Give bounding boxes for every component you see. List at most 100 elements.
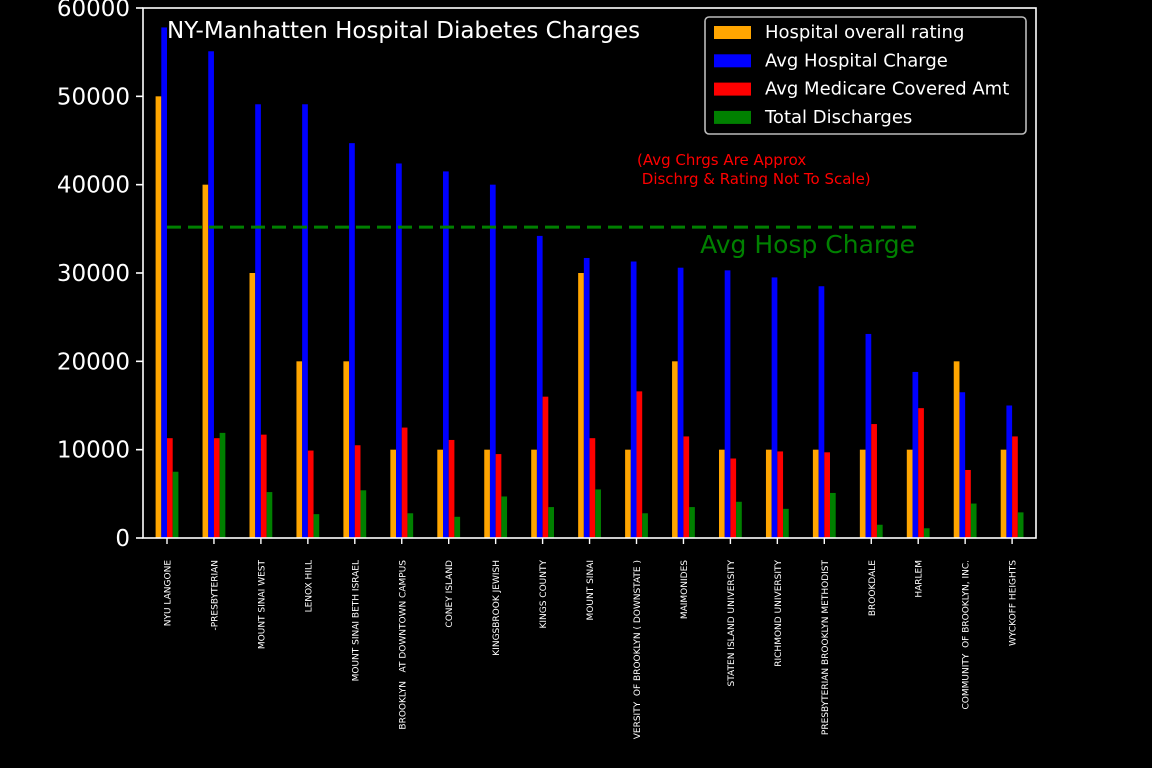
bar-4-10 [595,489,601,538]
x-tick-label-10: MOUNT SINAI [586,560,596,620]
bar-1-10 [578,273,584,538]
bar-3-2 [213,438,220,538]
x-tick-label-14: RICHMOND UNIVERSITY [774,559,784,666]
y-tick-label-4: 30000 [57,261,130,287]
bar-3-5 [354,445,361,538]
bar-1-18 [953,361,960,538]
y-axis-ticks: 0 10000 20000 30000 40000 50000 60000 [57,0,143,552]
x-tick-label-8: KINGSBROOK JEWISH [492,560,502,656]
bar-1-15 [812,449,819,538]
chart-annotation: (Avg Chrgs Are Approx Dischrg & Rating N… [637,151,871,188]
x-tick-label-12: MAIMONIDES [680,560,690,619]
bar-1-3 [249,273,256,538]
legend-label-1: Hospital overall rating [765,22,964,43]
bar-2-4 [302,104,308,538]
legend-label-4: Total Discharges [764,107,912,128]
x-tick-label-7: CONEY ISLAND [445,560,455,628]
x-tick-label-6: BROOKLYN AT DOWNTOWN CAMPUS [398,560,408,730]
bar-1-17 [906,449,913,538]
bar-4-1 [172,471,179,538]
x-tick-label-19: WYCKOFF HEIGHTS [1009,560,1019,646]
bar-3-11 [636,391,643,538]
x-tick-label-18: COMMUNITY OF BROOKLYN, INC. [962,560,972,710]
bar-3-15 [824,452,830,538]
bar-1-16 [859,449,866,538]
y-tick-label-6: 50000 [57,84,130,110]
bar-2-2 [208,51,214,538]
bar-4-15 [830,492,836,538]
bar-3-12 [683,436,690,538]
bar-4-6 [407,513,414,538]
bar-4-2 [219,432,226,538]
bar-4-8 [501,496,508,538]
bar-2-9 [536,235,543,538]
annotation-line-1: (Avg Chrgs Are Approx [637,151,806,169]
bar-3-17 [918,408,924,538]
chart-legend: Hospital overall rating Avg Hospital Char… [704,16,1027,135]
y-tick-label-1: 0 [115,526,130,552]
avg-hosp-charge-label: Avg Hosp Charge [700,230,915,259]
x-tick-label-5: MOUNT SINAI BETH ISRAEL [351,560,361,681]
x-tick-label-1: NYU LANGONE [164,560,174,627]
bar-3-3 [260,434,267,538]
bar-3-1 [167,438,173,538]
y-tick-label-2: 10000 [57,438,130,464]
bar-1-1 [155,96,162,538]
bar-2-17 [912,371,919,538]
bar-2-8 [489,184,496,539]
bar-3-14 [777,451,784,538]
bar-1-12 [672,361,678,538]
bar-3-13 [730,458,737,538]
legend-label-2: Avg Hospital Charge [765,50,948,71]
bar-1-7 [437,449,443,538]
bar-1-4 [296,361,303,538]
bar-4-19 [1017,512,1024,538]
bar-2-16 [865,333,872,538]
bar-3-19 [1012,436,1018,538]
bar-1-6 [390,449,397,538]
legend-swatch-2 [714,54,751,68]
bar-2-11 [630,261,637,538]
bar-2-12 [677,267,684,538]
chart-title: NY-Manhatten Hospital Diabetes Charges [167,18,640,44]
bar-2-18 [959,392,966,538]
bar-3-8 [495,454,502,538]
bar-4-14 [783,508,789,538]
x-tick-label-16: BROOKDALE [868,560,878,616]
bar-1-8 [484,449,490,538]
bar-1-2 [202,184,209,539]
bar-1-9 [531,449,537,538]
bar-1-11 [625,449,631,538]
bar-4-12 [689,507,695,538]
bar-4-13 [736,501,742,538]
x-tick-label-2: -PRESBYTERIAN [210,560,220,631]
bar-4-16 [876,524,883,538]
legend-label-3: Avg Medicare Covered Amt [765,79,1009,100]
legend-swatch-4 [714,110,751,124]
bar-2-5 [349,143,355,538]
legend-box [704,16,1027,135]
bar-1-5 [343,361,350,538]
bar-2-10 [583,257,590,538]
bar-4-3 [266,492,273,538]
annotation-line-2: Dischrg & Rating Not To Scale) [637,170,871,188]
bar-2-3 [255,104,261,538]
x-tick-label-4: LENOX HILL [304,560,314,612]
bar-2-13 [724,270,731,538]
bar-3-6 [401,427,408,538]
x-axis-ticks: NYU LANGONE -PRESBYTERIAN MOUNT SINAI WEST… [164,538,1019,739]
bar-3-10 [589,438,596,538]
bar-1-13 [719,449,725,538]
bar-3-18 [965,469,971,538]
y-tick-label-3: 20000 [57,349,130,375]
bar-2-6 [396,163,402,538]
bar-2-1 [161,27,167,539]
bar-4-7 [454,516,461,538]
x-tick-label-17: HARLEM [915,560,925,598]
bar-3-9 [542,396,549,538]
bar-2-19 [1006,405,1013,538]
bars-layer [155,27,1024,539]
bar-2-15 [818,286,825,538]
x-tick-label-11: VERSITY OF BROOKLYN ( DOWNSTATE ) [633,560,643,739]
